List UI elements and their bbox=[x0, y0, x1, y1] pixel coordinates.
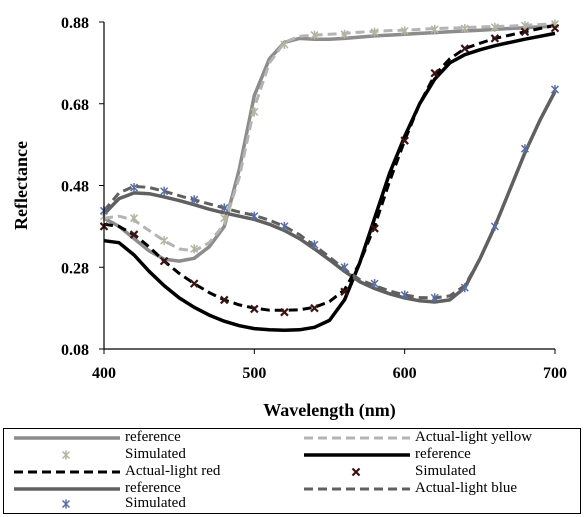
legend-item: Actual-light red bbox=[10, 464, 220, 479]
data-point-s5 bbox=[550, 23, 560, 33]
data-point-s5 bbox=[129, 230, 139, 239]
data-point-s5 bbox=[370, 224, 379, 233]
y-tick-label: 0.68 bbox=[61, 97, 89, 114]
data-point-s5 bbox=[490, 34, 500, 43]
legend-item: Simulated bbox=[10, 496, 186, 511]
data-point-s2 bbox=[430, 24, 439, 34]
legend-item: Actual-light yellow bbox=[300, 430, 532, 445]
data-point-s5 bbox=[219, 295, 229, 305]
data-point-s8 bbox=[430, 293, 439, 303]
legend-label: Actual-light red bbox=[125, 463, 221, 479]
legend-swatch bbox=[61, 498, 71, 509]
legend-swatch bbox=[304, 452, 410, 457]
series-line-1 bbox=[103, 22, 556, 253]
data-point-s8 bbox=[190, 195, 199, 205]
legend-swatch bbox=[304, 487, 410, 490]
y-axis-title: Reflectance bbox=[11, 141, 31, 230]
x-tick-label: 400 bbox=[92, 365, 116, 382]
data-point-s2 bbox=[340, 29, 349, 39]
legend-label: reference bbox=[125, 429, 181, 445]
legend-swatch bbox=[14, 486, 120, 491]
legend-label: Simulated bbox=[125, 446, 186, 462]
data-point-s8 bbox=[220, 203, 229, 213]
data-point-s2 bbox=[130, 213, 139, 223]
data-point-s8 bbox=[490, 221, 499, 231]
y-tick-label: 0.08 bbox=[61, 342, 89, 359]
legend-item: Simulated bbox=[300, 464, 476, 479]
series-line-4 bbox=[103, 23, 556, 312]
legend-item: reference bbox=[300, 447, 471, 462]
series-line-3 bbox=[103, 31, 556, 332]
legend-swatch bbox=[351, 467, 361, 476]
data-point-s2 bbox=[400, 26, 409, 36]
data-point-s8 bbox=[280, 221, 289, 231]
legend-item: reference bbox=[10, 481, 181, 496]
data-point-s8 bbox=[550, 84, 560, 94]
data-point-s5 bbox=[250, 304, 259, 314]
legend-swatch bbox=[14, 470, 120, 473]
data-point-s2 bbox=[250, 107, 259, 117]
y-tick-label: 0.88 bbox=[61, 15, 89, 32]
x-axis-title: Wavelength (nm) bbox=[263, 400, 396, 421]
series-line-7 bbox=[102, 90, 557, 300]
ticks-layer: 400 500 600 700 0.08 0.28 0.48 0.68 0.88 bbox=[61, 15, 567, 382]
legend-label: reference bbox=[125, 480, 181, 496]
legend-item: Simulated bbox=[10, 447, 186, 462]
legend-label: Simulated bbox=[415, 463, 476, 479]
legend-swatch bbox=[14, 435, 120, 440]
legend-swatch bbox=[61, 449, 71, 460]
data-point-s2 bbox=[160, 236, 169, 246]
data-point-s2 bbox=[310, 30, 319, 40]
y-tick-label: 0.28 bbox=[61, 260, 89, 277]
data-point-s2 bbox=[220, 213, 229, 223]
data-point-s5 bbox=[310, 303, 319, 313]
x-tick-label: 600 bbox=[393, 365, 417, 382]
data-point-s5 bbox=[189, 279, 199, 288]
data-point-s5 bbox=[340, 287, 349, 297]
data-point-s8 bbox=[250, 211, 259, 221]
legend-label: Actual-light yellow bbox=[415, 429, 533, 445]
data-point-s5 bbox=[520, 27, 530, 37]
data-point-s5 bbox=[460, 44, 470, 53]
data-point-s8 bbox=[160, 186, 169, 196]
data-point-s8 bbox=[310, 240, 319, 250]
legend: reference Actual-light yellow Simulated ref… bbox=[3, 428, 581, 514]
data-point-s8 bbox=[370, 279, 379, 289]
legend-item: Actual-light blue bbox=[300, 481, 517, 496]
x-tick-label: 700 bbox=[543, 365, 567, 382]
data-point-s5 bbox=[430, 68, 440, 78]
data-point-s2 bbox=[490, 22, 499, 32]
data-point-s8 bbox=[130, 182, 139, 193]
data-point-s8 bbox=[340, 262, 349, 272]
data-point-s2 bbox=[280, 39, 289, 50]
legend-label: reference bbox=[415, 446, 471, 462]
data-point-s8 bbox=[520, 144, 529, 154]
legend-marker bbox=[351, 467, 361, 476]
legend-marker bbox=[61, 498, 71, 509]
legend-marker bbox=[61, 449, 71, 460]
legend-item: reference bbox=[10, 430, 181, 445]
legend-label: Actual-light blue bbox=[415, 480, 518, 496]
series-line-0 bbox=[103, 24, 556, 263]
data-point-s5 bbox=[280, 307, 289, 317]
legend-swatch bbox=[304, 436, 410, 439]
line-chart: 400 500 600 700 0.08 0.28 0.48 0.68 0.88 Wavelen… bbox=[11, 15, 567, 421]
x-tick-label: 500 bbox=[242, 365, 266, 382]
data-point-s5 bbox=[400, 136, 409, 145]
legend-label: Simulated bbox=[125, 495, 186, 511]
data-point-s8 bbox=[400, 290, 409, 300]
data-point-s2 bbox=[190, 244, 199, 254]
data-point-s8 bbox=[460, 283, 469, 293]
series-layer bbox=[99, 19, 560, 332]
y-tick-label: 0.48 bbox=[61, 179, 89, 196]
data-point-s2 bbox=[370, 27, 379, 37]
series-line-6 bbox=[102, 90, 557, 304]
data-point-s2 bbox=[460, 23, 469, 34]
data-point-s5 bbox=[159, 256, 169, 266]
